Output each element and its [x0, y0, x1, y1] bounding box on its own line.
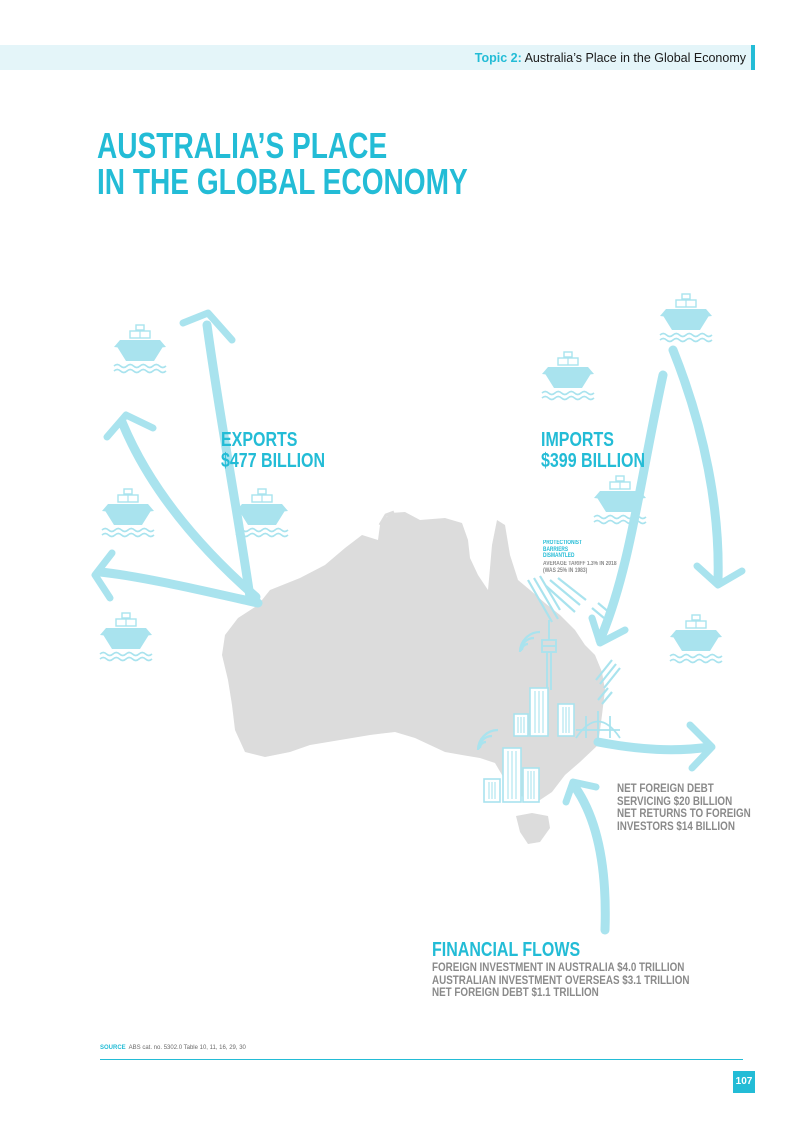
ship-icon: [541, 351, 595, 401]
ship-icon: [669, 614, 723, 664]
imports-label: IMPORTS $399 BILLION: [541, 430, 645, 472]
ff-line-2: AUSTRALIAN INVESTMENT OVERSEAS $3.1 TRIL…: [432, 972, 690, 987]
ship-icon: [659, 293, 713, 343]
ship-icon: [99, 612, 153, 662]
footer-rule: [100, 1059, 743, 1060]
header-accent-bar: [751, 45, 755, 70]
skyscraper-icon: [529, 687, 549, 737]
source-label: SOURCE: [100, 1045, 126, 1051]
page-number: 107: [733, 1071, 755, 1093]
tasmania: [516, 813, 550, 844]
protectionist-heading: PROTECTIONIST BARRIERS DISMANTLED: [543, 540, 582, 560]
financial-flows-details: FOREIGN INVESTMENT IN AUSTRALIA $4.0 TRI…: [432, 961, 690, 999]
topic-title: Australia’s Place in the Global Economy: [524, 51, 746, 65]
exports-label: EXPORTS $477 BILLION: [221, 430, 325, 472]
net-foreign-debt-label: NET FOREIGN DEBT SERVICING $20 BILLION N…: [617, 782, 751, 832]
ff-line-1: FOREIGN INVESTMENT IN AUSTRALIA $4.0 TRI…: [432, 960, 685, 974]
running-header: Topic 2: Australia’s Place in the Global…: [475, 51, 746, 65]
australia-map: [222, 512, 605, 800]
source-note: SOURCE ABS cat. no. 5302.0 Table 10, 11, …: [100, 1045, 246, 1051]
ff-line-3: NET FOREIGN DEBT $1.1 TRILLION: [432, 985, 599, 999]
tower-icon: [541, 620, 557, 690]
nfd-line-1: NET FOREIGN DEBT: [617, 781, 714, 795]
imports-value: $399 BILLION: [541, 450, 646, 472]
skyscraper-icon: [557, 703, 575, 737]
protectionist-line-3: DISMANTLED: [543, 553, 575, 559]
nfd-line-2: SERVICING $20 BILLION: [617, 793, 733, 808]
header-band: [0, 45, 755, 70]
exports-value: $477 BILLION: [221, 450, 326, 472]
dismantled-barrier-icon: [527, 575, 621, 705]
page-title-line-1: AUSTRALIA’S PLACE: [97, 125, 388, 166]
skyscraper-icon: [522, 767, 540, 803]
nfd-line-3: NET RETURNS TO FOREIGN: [617, 806, 751, 820]
source-text: ABS cat. no. 5302.0 Table 10, 11, 16, 29…: [128, 1045, 246, 1051]
topic-label: Topic 2:: [474, 51, 522, 65]
imports-heading: IMPORTS: [541, 429, 614, 451]
ship-icon: [113, 324, 167, 374]
protectionist-line-1: PROTECTIONIST: [543, 540, 582, 546]
exports-heading: EXPORTS: [221, 429, 298, 451]
ship-icon: [101, 488, 155, 538]
skyscraper-icon: [502, 747, 522, 803]
skyscraper-icon: [483, 778, 501, 803]
tariff-line-2: (WAS 25% IN 1983): [543, 567, 588, 574]
nfd-line-4: INVESTORS $14 BILLION: [617, 818, 735, 833]
tariff-line-1: AVERAGE TARIFF 1.3% IN 2018: [543, 561, 617, 567]
harbour-bridge-icon: [575, 711, 621, 739]
protectionist-line-2: BARRIERS: [543, 546, 569, 553]
page-title: AUSTRALIA’S PLACE IN THE GLOBAL ECONOMY: [97, 128, 468, 200]
page-title-line-2: IN THE GLOBAL ECONOMY: [97, 161, 468, 202]
financial-flows-heading: FINANCIAL FLOWS: [432, 939, 581, 961]
tariff-detail: AVERAGE TARIFF 1.3% IN 2018 (WAS 25% IN …: [543, 561, 617, 574]
skyscraper-icon: [513, 713, 529, 737]
